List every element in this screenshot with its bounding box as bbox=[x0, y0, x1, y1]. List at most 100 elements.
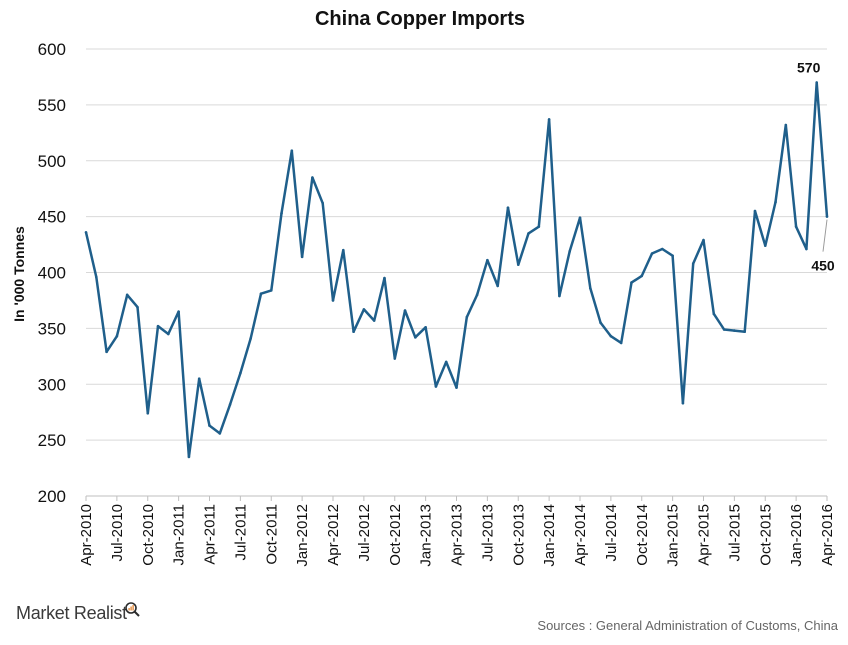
data-point bbox=[475, 293, 479, 297]
data-point bbox=[311, 176, 314, 179]
x-tick-label: Apr-2014 bbox=[572, 504, 589, 566]
data-point bbox=[640, 274, 644, 278]
data-point bbox=[383, 276, 386, 280]
x-tick-label: Jul-2011 bbox=[232, 504, 249, 560]
data-point bbox=[547, 118, 551, 121]
data-point bbox=[743, 330, 746, 334]
x-tick-label: Oct-2015 bbox=[757, 504, 774, 566]
data-point bbox=[455, 386, 458, 389]
source-note: Sources : General Administration of Cust… bbox=[537, 618, 838, 633]
data-point bbox=[414, 336, 417, 339]
x-tick-label: Jan-2011 bbox=[171, 504, 188, 565]
data-point bbox=[753, 209, 757, 213]
y-tick-label: 350 bbox=[38, 319, 66, 338]
data-point bbox=[280, 211, 283, 215]
data-point bbox=[321, 201, 325, 205]
data-point bbox=[722, 328, 726, 331]
data-point bbox=[763, 244, 767, 247]
data-point bbox=[609, 334, 613, 338]
data-point bbox=[94, 275, 98, 279]
data-point bbox=[167, 332, 170, 336]
x-tick-label: Jan-2012 bbox=[294, 504, 311, 567]
data-point bbox=[815, 81, 819, 84]
data-point bbox=[300, 255, 304, 259]
data-point bbox=[805, 247, 808, 251]
data-point bbox=[444, 360, 448, 364]
data-point bbox=[105, 350, 108, 354]
data-point bbox=[784, 123, 788, 127]
data-point bbox=[537, 225, 541, 228]
x-tick-label: Jan-2014 bbox=[541, 504, 558, 567]
data-point bbox=[239, 371, 242, 375]
x-tick-label: Jul-2015 bbox=[726, 504, 743, 562]
magnifier-icon bbox=[125, 602, 140, 617]
data-point bbox=[681, 401, 685, 405]
x-tick-label: Apr-2013 bbox=[449, 504, 466, 566]
data-point bbox=[630, 281, 633, 284]
x-tick-label: Apr-2012 bbox=[325, 504, 342, 566]
data-point bbox=[187, 455, 191, 459]
data-point bbox=[352, 330, 355, 334]
x-tick-label: Oct-2012 bbox=[387, 504, 404, 566]
data-point bbox=[290, 149, 294, 152]
x-tick-label: Oct-2014 bbox=[634, 504, 651, 566]
data-point bbox=[331, 299, 335, 302]
data-label: 570 bbox=[797, 60, 821, 76]
data-point bbox=[599, 321, 602, 325]
data-point bbox=[825, 215, 829, 218]
x-tick-label: Apr-2011 bbox=[202, 504, 219, 565]
data-point bbox=[486, 258, 489, 262]
x-tick-label: Jul-2014 bbox=[603, 504, 620, 562]
data-point bbox=[136, 305, 139, 309]
x-tick-label: Apr-2015 bbox=[696, 504, 713, 566]
y-tick-label: 600 bbox=[38, 40, 66, 59]
x-tick-label: Oct-2013 bbox=[510, 504, 527, 566]
x-tick-label: Apr-2016 bbox=[819, 504, 836, 566]
series-line bbox=[84, 81, 829, 459]
y-tick-label: 400 bbox=[38, 264, 66, 283]
x-tick-label: Oct-2011 bbox=[263, 504, 280, 565]
data-point bbox=[341, 248, 345, 252]
data-point bbox=[177, 310, 180, 313]
x-tick-label: Jan-2015 bbox=[665, 504, 682, 567]
data-point bbox=[558, 294, 561, 298]
data-point bbox=[424, 325, 427, 329]
x-tick-label: Jan-2016 bbox=[788, 504, 805, 567]
x-tick-label: Jul-2012 bbox=[356, 504, 373, 562]
data-point bbox=[619, 341, 623, 345]
data-point bbox=[197, 377, 201, 380]
y-tick-label: 550 bbox=[38, 96, 66, 115]
data-point bbox=[403, 309, 407, 312]
data-point bbox=[712, 312, 716, 316]
data-point bbox=[527, 232, 530, 235]
data-point bbox=[372, 319, 376, 322]
data-point bbox=[115, 334, 119, 338]
data-point bbox=[774, 200, 777, 204]
chart-title: China Copper Imports bbox=[315, 8, 525, 30]
data-point bbox=[362, 308, 366, 311]
x-tick-label: Jul-2013 bbox=[479, 504, 496, 562]
data-point bbox=[578, 216, 582, 220]
x-tick-label: Jan-2013 bbox=[418, 504, 435, 567]
data-point bbox=[125, 293, 129, 297]
x-tick-label: Oct-2010 bbox=[140, 504, 157, 566]
data-point bbox=[218, 432, 222, 435]
y-tick-label: 450 bbox=[38, 208, 66, 227]
x-tick-label: Jul-2010 bbox=[109, 504, 126, 562]
data-point bbox=[516, 263, 520, 266]
x-tick-label: Apr-2010 bbox=[78, 504, 95, 566]
data-point bbox=[434, 385, 438, 388]
data-point bbox=[506, 206, 510, 209]
y-axis-label: In '000 Tonnes bbox=[11, 226, 27, 322]
label-leader-line bbox=[822, 219, 828, 252]
data-point bbox=[661, 247, 664, 251]
data-point bbox=[794, 225, 798, 228]
data-point bbox=[228, 403, 232, 406]
brand-name: Market Realist bbox=[16, 603, 127, 623]
y-tick-label: 300 bbox=[38, 375, 66, 394]
data-point bbox=[733, 329, 736, 332]
y-tick-label: 500 bbox=[38, 152, 66, 171]
data-point bbox=[465, 315, 469, 319]
data-point bbox=[393, 357, 397, 360]
